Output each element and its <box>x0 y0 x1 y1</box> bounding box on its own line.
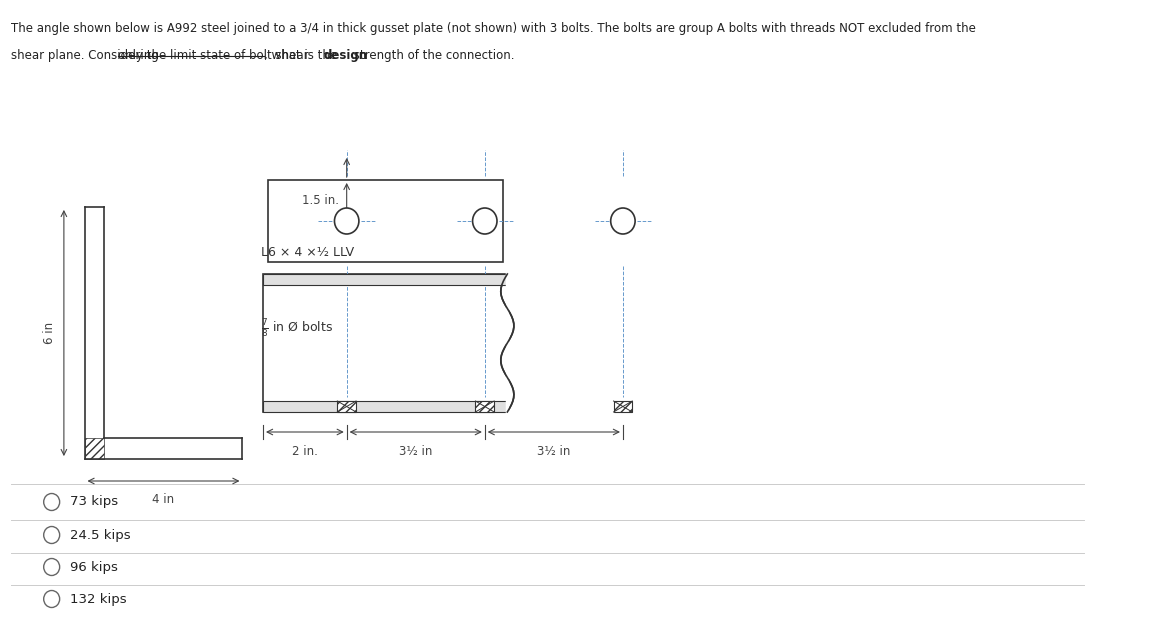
Text: design: design <box>324 49 368 62</box>
Bar <box>268 180 503 262</box>
Text: shear plane. Considering: shear plane. Considering <box>12 49 163 62</box>
Text: L6 × 4 ×½ LLV: L6 × 4 ×½ LLV <box>261 246 354 259</box>
Bar <box>613 401 632 412</box>
Bar <box>264 274 507 412</box>
Circle shape <box>472 208 497 234</box>
Circle shape <box>43 558 59 576</box>
Text: 2 in.: 2 in. <box>292 445 318 458</box>
Bar <box>264 401 507 412</box>
Circle shape <box>43 526 59 544</box>
Text: 73 kips: 73 kips <box>70 495 119 508</box>
Text: 132 kips: 132 kips <box>70 592 127 605</box>
Circle shape <box>611 208 635 234</box>
Text: 96 kips: 96 kips <box>70 560 118 573</box>
Text: $\frac{7}{8}$ in Ø bolts: $\frac{7}{8}$ in Ø bolts <box>261 317 333 339</box>
Text: 3½ in: 3½ in <box>399 445 433 458</box>
Circle shape <box>43 494 59 510</box>
Text: 1.5 in.: 1.5 in. <box>302 194 339 207</box>
Bar <box>264 274 507 285</box>
Circle shape <box>335 208 359 234</box>
Text: , what is the: , what is the <box>264 49 340 62</box>
Bar <box>85 438 104 459</box>
Text: 24.5 kips: 24.5 kips <box>70 529 131 542</box>
Text: The angle shown below is A992 steel joined to a 3/4 in thick gusset plate (not s: The angle shown below is A992 steel join… <box>12 22 976 35</box>
Circle shape <box>43 590 59 608</box>
Text: 3½ in: 3½ in <box>538 445 570 458</box>
Bar <box>476 401 494 412</box>
Text: only the limit state of bolt shear: only the limit state of bolt shear <box>118 49 309 62</box>
Bar <box>337 401 356 412</box>
Text: 4 in: 4 in <box>153 493 175 506</box>
Text: strength of the connection.: strength of the connection. <box>350 49 514 62</box>
Text: 6 in: 6 in <box>43 322 56 344</box>
